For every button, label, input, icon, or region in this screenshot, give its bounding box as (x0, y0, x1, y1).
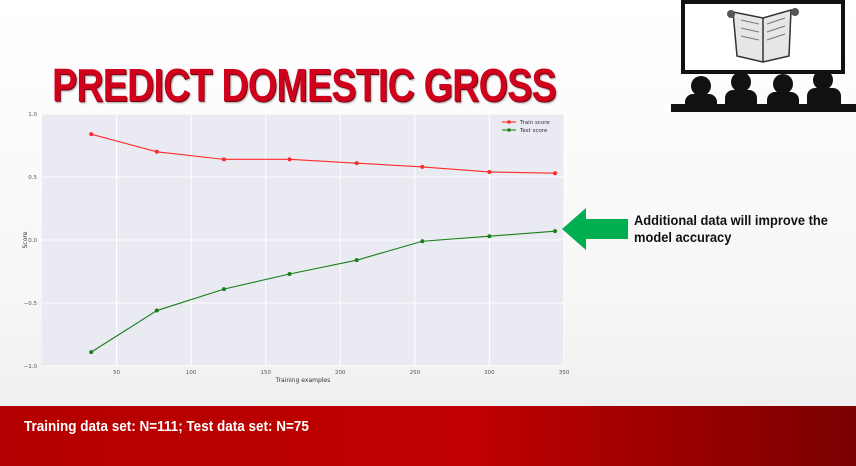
data-point (287, 157, 292, 162)
data-point (487, 234, 492, 239)
movie-theater-logo (671, 0, 856, 112)
y-tick-label: 0.5 (28, 175, 37, 181)
data-point (221, 287, 226, 292)
data-point (89, 350, 94, 355)
slide-title: PREDICT DOMESTIC GROSS (52, 59, 557, 111)
x-tick-label: 250 (410, 370, 421, 376)
x-tick-label: 50 (113, 370, 120, 376)
y-tick-label: 0.0 (28, 238, 37, 244)
data-point (287, 272, 292, 277)
data-point (154, 149, 159, 154)
y-tick-label: −0.5 (24, 301, 38, 307)
y-axis-label: Score (22, 231, 29, 248)
x-axis-label: Training examples (275, 377, 331, 384)
legend-marker (507, 128, 511, 132)
book-illustration-icon (727, 8, 799, 63)
y-tick-label: −1.0 (24, 364, 38, 370)
x-tick-label: 100 (186, 370, 197, 376)
annotation-text: Additional data will improve the model a… (634, 212, 828, 245)
data-point (354, 258, 359, 263)
legend-marker (507, 120, 511, 124)
x-tick-label: 300 (484, 370, 495, 376)
series-line-1 (90, 230, 556, 353)
series-line-0 (91, 133, 556, 174)
y-tick-label: 1.0 (28, 112, 37, 118)
x-tick-label: 150 (260, 370, 271, 376)
legend-label: Train score (519, 120, 550, 126)
data-point (354, 161, 359, 166)
learning-curve-chart: 50 100 150 200 250 300 350 −1.0 −0.5 0.0 0.5 1.0 Tra… (22, 112, 570, 384)
data-point (420, 239, 425, 244)
data-point (553, 229, 558, 234)
legend-label: Test score (519, 128, 548, 134)
x-tick-label: 350 (559, 370, 570, 376)
data-point (221, 157, 226, 162)
data-point (154, 308, 159, 313)
x-tick-label: 200 (335, 370, 346, 376)
footer-banner: Training data set: N=111; Test data set:… (0, 406, 856, 466)
data-point (487, 169, 492, 174)
footer-text: Training data set: N=111; Test data set:… (24, 418, 309, 435)
left-arrow-icon (562, 208, 628, 250)
data-point (89, 132, 94, 137)
data-point (420, 164, 425, 169)
audience-silhouette-icon (671, 70, 856, 112)
data-point (553, 171, 558, 176)
